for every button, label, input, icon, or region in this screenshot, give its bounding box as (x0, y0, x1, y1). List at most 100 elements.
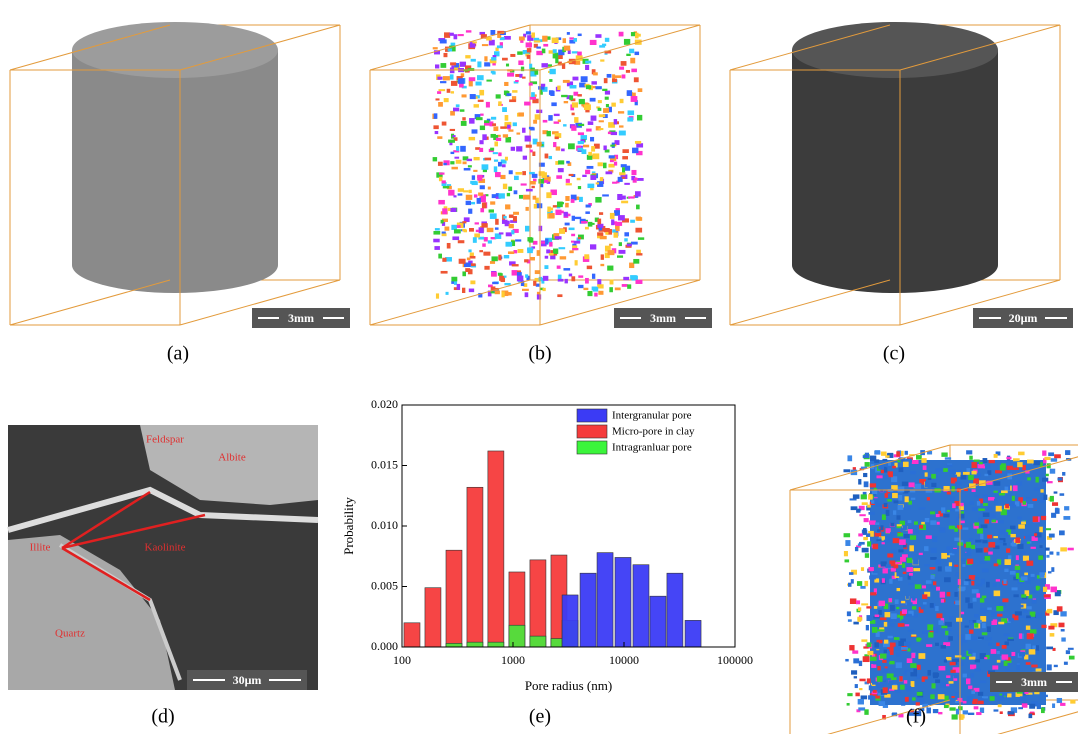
pore (624, 238, 627, 241)
pore (571, 126, 576, 131)
pore (530, 257, 535, 260)
pore (871, 500, 874, 503)
pore (980, 598, 984, 602)
pore (612, 182, 617, 184)
pore (872, 627, 877, 633)
pore (622, 156, 628, 159)
pore (504, 283, 510, 285)
pore (448, 48, 452, 51)
pore (620, 99, 624, 103)
pore (500, 126, 506, 128)
pore (984, 548, 988, 553)
pore (853, 658, 859, 663)
pore (933, 673, 939, 677)
pore (519, 195, 523, 199)
pore (588, 152, 592, 156)
sem-image (8, 425, 318, 690)
pore (598, 128, 603, 130)
pore (469, 190, 472, 193)
pore (861, 639, 867, 641)
pore (473, 170, 477, 172)
figure: 3mm3mm20μm30μm3mm(a)(b)(c)(d)(e)(f)Felds… (0, 0, 1078, 734)
pore (996, 643, 999, 646)
pore (475, 222, 479, 224)
pore (1022, 465, 1026, 470)
pore (994, 499, 998, 505)
pore (598, 291, 603, 295)
pore (482, 164, 489, 169)
pore (853, 494, 860, 498)
pore (1044, 594, 1051, 597)
pore (886, 619, 893, 622)
pore (507, 193, 510, 196)
pore (855, 693, 859, 697)
pore (1036, 668, 1042, 671)
pore (578, 132, 584, 135)
pore (635, 52, 640, 55)
pore (541, 172, 547, 178)
pore (501, 291, 504, 297)
pore (1007, 711, 1014, 714)
pore (608, 164, 614, 168)
pore (609, 107, 612, 113)
pore (996, 579, 1000, 581)
pore (947, 592, 951, 596)
pore (890, 623, 894, 626)
pore (617, 255, 623, 257)
pore (896, 451, 900, 456)
pore (1028, 504, 1034, 508)
pore (597, 219, 601, 225)
pore (987, 607, 991, 609)
pore (491, 256, 497, 261)
pore (931, 575, 935, 579)
pore (544, 180, 548, 183)
pore (627, 90, 632, 96)
pore (984, 474, 988, 476)
pore (908, 630, 914, 632)
pore (1041, 625, 1046, 628)
pore (884, 622, 887, 627)
pore (492, 123, 496, 126)
pore (515, 239, 521, 241)
pore (584, 104, 591, 110)
pore (571, 234, 575, 236)
pore (603, 146, 606, 151)
pore (437, 91, 441, 94)
pore (516, 146, 522, 151)
pore (581, 76, 588, 82)
pore (495, 291, 500, 295)
pore (561, 149, 565, 152)
pore (896, 652, 900, 656)
pore (599, 228, 602, 231)
pore (951, 696, 954, 698)
pore (1036, 477, 1039, 483)
pore (903, 572, 907, 574)
pore (969, 538, 974, 540)
pore (586, 85, 591, 89)
pore (515, 74, 520, 77)
pore (571, 276, 575, 281)
pore (619, 172, 625, 175)
pore (890, 532, 895, 535)
bar (633, 565, 649, 647)
pore (855, 547, 858, 551)
pore (1022, 703, 1028, 707)
pore (974, 614, 978, 617)
pore (491, 117, 496, 120)
pore (505, 204, 510, 209)
pore (971, 581, 974, 586)
pore (490, 261, 495, 264)
volume-render (10, 22, 340, 325)
pore (1068, 648, 1074, 650)
annotation: Kaolinite (145, 542, 186, 554)
legend-label: Intragranluar pore (612, 442, 692, 454)
pore (509, 170, 513, 174)
pore (921, 485, 924, 489)
pore (1032, 591, 1037, 593)
pore (583, 145, 589, 148)
pore (514, 176, 519, 180)
pore (968, 686, 972, 690)
pore (980, 680, 986, 683)
pore (893, 538, 900, 543)
pore (894, 646, 901, 650)
